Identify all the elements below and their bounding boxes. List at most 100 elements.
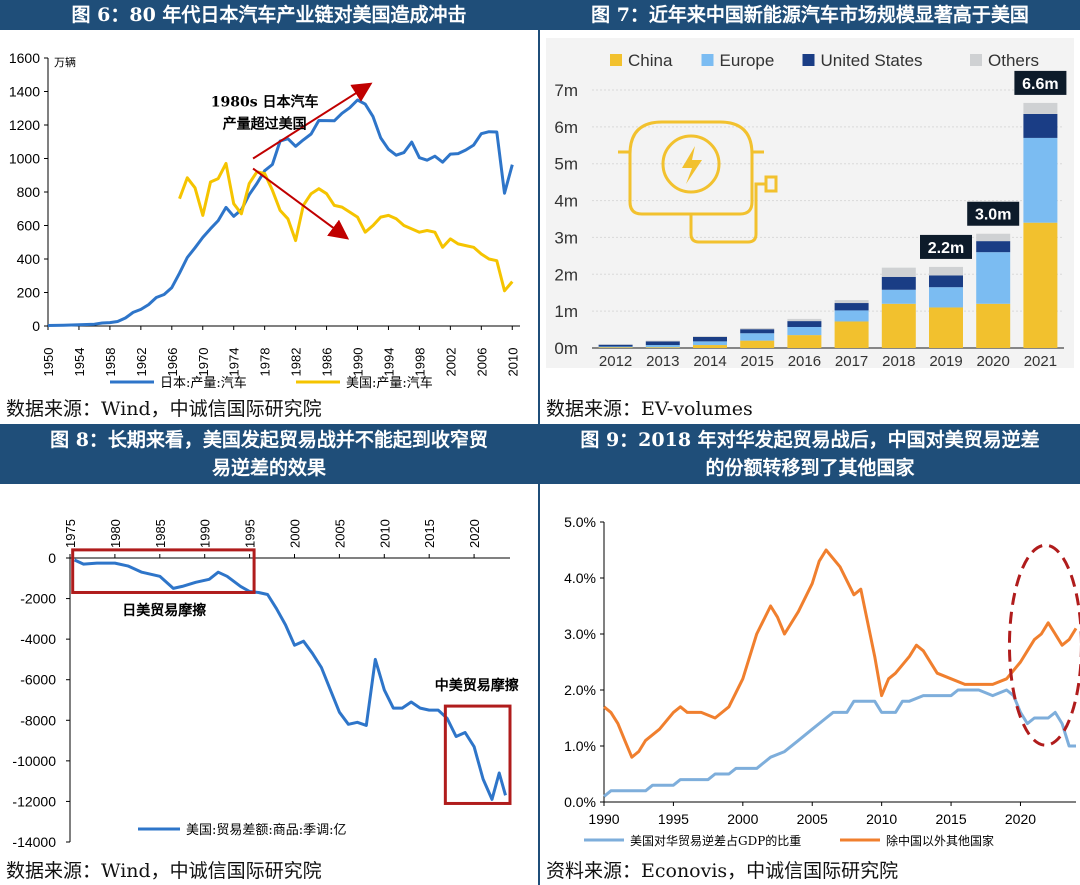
figure-title-fig9: 图 9：2018 年对华发起贸易战后，中国对美贸易逆差 的份额转移到了其他国家 <box>540 426 1080 484</box>
series-line-japan <box>47 98 514 327</box>
figure-title-fig7: 图 7：近年来中国新能源汽车市场规模显著高于美国 <box>540 0 1080 30</box>
x-tick-label: 2020 <box>977 353 1010 370</box>
bar-segment-others <box>929 266 963 276</box>
legend-label: Europe <box>720 51 775 70</box>
bar-segment-united-states <box>787 321 822 327</box>
x-tick-label: 2002 <box>443 348 458 377</box>
bar-segment-europe <box>645 345 680 348</box>
y-tick-label: 200 <box>17 285 41 301</box>
x-tick-label: 2014 <box>693 353 726 370</box>
x-tick-label: 2010 <box>866 811 897 827</box>
y-tick-label: 0 <box>48 550 56 566</box>
y-tick-label: 5m <box>554 155 578 174</box>
source-fig6: 数据来源：Wind，中诚信国际研究院 <box>6 398 322 420</box>
panel-fig9: 图 9：2018 年对华发起贸易战后，中国对美贸易逆差 的份额转移到了其他国家 … <box>540 426 1080 885</box>
bar-segment-others <box>645 340 680 342</box>
x-tick-label: 1985 <box>153 519 168 548</box>
annotation-japan: 日美贸易摩擦 <box>122 602 206 619</box>
bar-segment-europe <box>1023 137 1058 223</box>
bar-segment-europe <box>929 287 963 308</box>
bar-segment-europe <box>598 346 633 348</box>
total-label-box <box>967 201 1020 226</box>
x-tick-label: 2021 <box>1024 353 1057 370</box>
bar-segment-united-states <box>598 344 633 347</box>
legend-label: 美国:贸易差额:商品:季调:亿 <box>186 823 347 838</box>
y-tick-label: 7m <box>554 81 578 100</box>
y-tick-label: 4m <box>554 192 578 211</box>
source-fig8: 数据来源：Wind，中诚信国际研究院 <box>6 860 322 882</box>
bar-segment-others <box>976 233 1011 242</box>
figure-title-fig8: 图 8：长期来看，美国发起贸易战并不能起到收窄贸 易逆差的效果 <box>0 426 538 484</box>
bar-segment-united-states <box>834 303 869 311</box>
series-line-usa <box>178 162 514 293</box>
bar-segment-europe <box>740 333 775 341</box>
bar-segment-europe <box>834 310 869 322</box>
x-tick-label: 2006 <box>474 348 489 377</box>
x-tick-label: 2015 <box>741 353 774 370</box>
bar-segment-united-states <box>881 276 916 290</box>
panel-fig6: 图 6：80 年代日本汽车产业链对美国造成冲击 0 200 400 600 800 100… <box>0 0 538 424</box>
y-tick-label: 2m <box>554 265 578 284</box>
x-tick-label: 1980 <box>108 519 123 548</box>
y-tick-label: 1600 <box>9 50 40 66</box>
x-tick-label: 2017 <box>835 353 868 370</box>
chart-fig6: 0 200 400 600 800 1000 1200 1400 1600 1950 1954 195… <box>9 50 520 391</box>
figure-title-fig8-line2: 易逆差的效果 <box>211 457 326 479</box>
legend-label: 日本:产量:汽车 <box>160 375 247 391</box>
y-tick-label: 1200 <box>9 117 40 133</box>
legend-swatch <box>802 54 815 66</box>
chart-fig7: 0m 1m 2m 3m 4m 5m 6m 7m China Europe United States… <box>546 38 1074 370</box>
total-label: 6.6m <box>1022 76 1058 93</box>
y-tick-label: 5.0% <box>564 514 596 530</box>
figure-title-fig9-line2: 的份额转移到了其他国家 <box>705 457 915 479</box>
total-label: 3.0m <box>975 207 1011 224</box>
highlight-box-japan <box>71 548 256 594</box>
bar-segment-europe <box>881 289 916 304</box>
x-tick-label: 2020 <box>467 519 482 548</box>
x-tick-label: 2012 <box>599 353 632 370</box>
annotation-line2: 产量超过美国 <box>223 115 307 132</box>
y-tick-label: -8000 <box>20 712 56 728</box>
bar-segment-europe <box>693 341 727 346</box>
x-tick-label: 1974 <box>227 348 242 377</box>
x-tick-label: 2013 <box>646 353 679 370</box>
y-tick-label: -14000 <box>12 834 56 850</box>
y-tick-label: 6m <box>554 118 578 137</box>
bar-segment-others <box>740 328 775 330</box>
vertical-divider <box>538 0 540 885</box>
horizontal-divider <box>0 424 1080 426</box>
bar-segment-united-states <box>693 336 727 342</box>
y-tick-label: 800 <box>17 184 41 200</box>
y-tick-label: -12000 <box>12 793 56 809</box>
x-tick-label: 1990 <box>351 348 366 377</box>
legend-label: Others <box>988 51 1039 70</box>
x-tick-label: 2000 <box>287 519 302 548</box>
y-tick-label: -6000 <box>20 672 56 688</box>
legend-swatch <box>610 54 622 66</box>
bar-segment-united-states <box>645 341 680 346</box>
x-tick-label: 2018 <box>882 353 915 370</box>
x-tick-label: 1995 <box>658 811 689 827</box>
y-tick-label: 1400 <box>9 84 40 100</box>
bar-segment-united-states <box>976 241 1011 253</box>
legend-label: 美国对华贸易逆差占GDP的比重 <box>630 833 801 848</box>
bar-segment-china <box>787 335 822 348</box>
bar-segment-others <box>881 267 916 277</box>
x-tick-label: 1962 <box>134 348 149 377</box>
rising-arrow <box>252 82 373 160</box>
total-label: 2.2m <box>928 240 964 257</box>
y-tick-label: 2.0% <box>564 682 596 698</box>
figure-title-fig8-line1: 图 8：长期来看，美国发起贸易战并不能起到收窄贸 <box>50 429 488 451</box>
y-axis-unit: 万辆 <box>54 55 76 69</box>
figure-title-fig6: 图 6：80 年代日本汽车产业链对美国造成冲击 <box>0 0 538 30</box>
bar-segment-china <box>645 347 680 348</box>
legend-label: China <box>628 51 673 70</box>
y-tick-label: 0m <box>554 339 578 358</box>
x-tick-label: 2020 <box>1005 811 1036 827</box>
x-tick-label: 1998 <box>412 348 427 377</box>
x-tick-label: 1950 <box>41 348 56 377</box>
x-tick-label: 2010 <box>505 348 520 377</box>
y-tick-label: -2000 <box>20 591 56 607</box>
x-tick-label: 2015 <box>935 811 966 827</box>
bar-segment-europe <box>787 326 822 336</box>
